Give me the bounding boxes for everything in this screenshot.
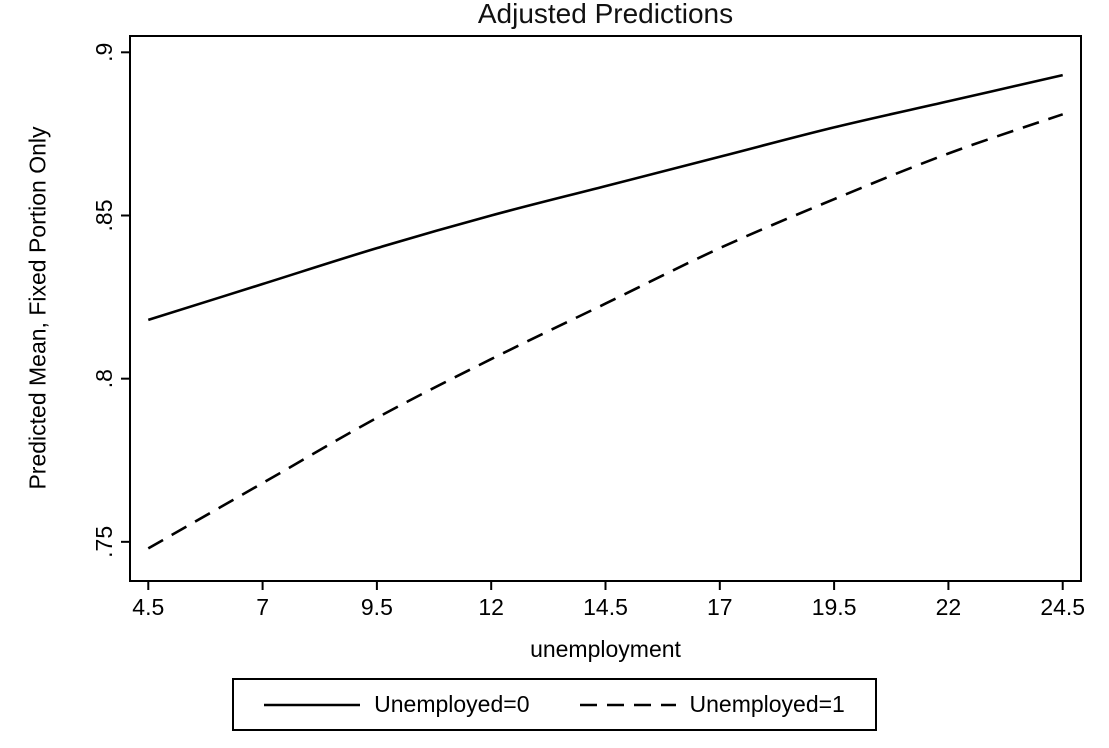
legend-label: Unemployed=0 <box>374 691 530 717</box>
legend: Unemployed=0 Unemployed=1 <box>0 678 1109 731</box>
legend-entry: Unemployed=1 <box>579 691 845 718</box>
legend-solid-line-icon <box>264 703 361 706</box>
series-line-unemployed-0 <box>147 73 1063 322</box>
plot-border <box>129 35 1082 582</box>
y-tick-label: .8 <box>91 369 117 388</box>
y-tick-label: .85 <box>91 199 117 231</box>
x-tick-label: 19.5 <box>812 594 857 620</box>
legend-dashed-line-icon <box>579 703 676 706</box>
x-tick-label: 12 <box>478 594 504 620</box>
legend-entry: Unemployed=0 <box>264 691 530 718</box>
legend-label: Unemployed=1 <box>689 691 845 717</box>
x-tick-label: 4.5 <box>132 594 164 620</box>
y-tick-label: .9 <box>91 43 117 62</box>
series-line-unemployed-1 <box>147 113 1064 550</box>
x-tick-label: 22 <box>936 594 962 620</box>
x-tick-label: 7 <box>256 594 269 620</box>
x-tick-label: 24.5 <box>1040 594 1085 620</box>
x-axis-label: unemployment <box>530 636 681 662</box>
y-axis-label: Predicted Mean, Fixed Portion Only <box>24 126 51 490</box>
legend-box: Unemployed=0 Unemployed=1 <box>232 678 877 731</box>
x-tick-label: 9.5 <box>361 594 393 620</box>
y-tick-label: .75 <box>91 526 117 558</box>
x-tick-label: 17 <box>707 594 733 620</box>
chart-title: Adjusted Predictions <box>477 0 734 29</box>
x-tick-label: 14.5 <box>583 594 628 620</box>
